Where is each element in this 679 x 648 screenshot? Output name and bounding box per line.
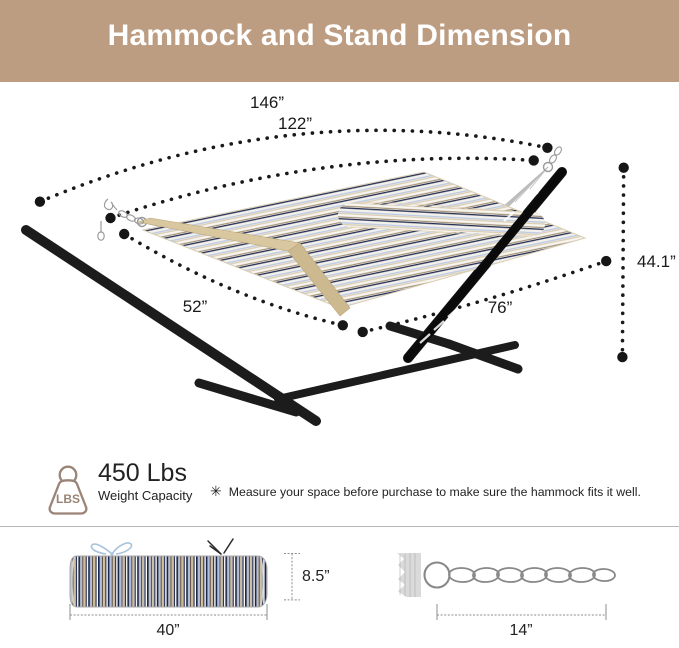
svg-text:LBS: LBS bbox=[56, 492, 80, 506]
svg-text:44.1”: 44.1” bbox=[637, 252, 676, 271]
svg-text:76”: 76” bbox=[488, 298, 513, 317]
svg-text:52”: 52” bbox=[183, 297, 208, 316]
svg-text:14”: 14” bbox=[509, 622, 532, 639]
svg-text:40”: 40” bbox=[156, 622, 179, 639]
svg-text:122”: 122” bbox=[278, 114, 312, 133]
svg-text:8.5”: 8.5” bbox=[302, 568, 330, 585]
svg-text:146”: 146” bbox=[250, 93, 284, 112]
